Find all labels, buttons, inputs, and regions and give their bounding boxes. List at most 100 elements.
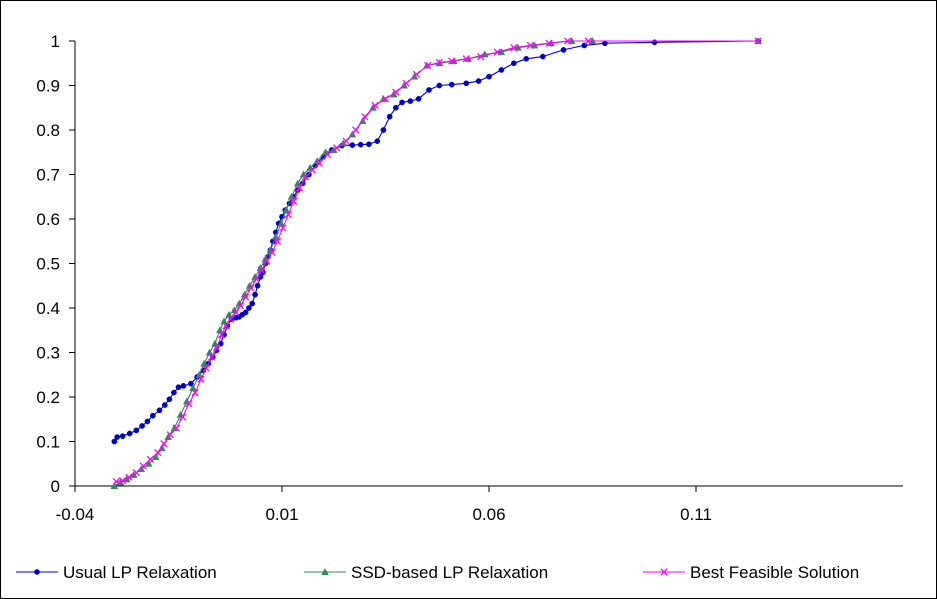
series-3 (112, 37, 762, 486)
data-point (424, 61, 432, 70)
data-point (523, 55, 530, 62)
data-point (361, 112, 369, 121)
data-point (462, 55, 470, 63)
data-point (125, 473, 133, 481)
legend-swatch-marker (660, 568, 668, 576)
legend-item: SSD-based LP Relaxation (304, 563, 548, 582)
data-point (510, 44, 518, 52)
data-point (175, 384, 182, 391)
data-point (119, 433, 126, 440)
data-point (126, 430, 133, 437)
data-point (493, 48, 501, 56)
data-point (323, 150, 332, 159)
data-point (306, 171, 312, 178)
series-line (116, 40, 759, 483)
data-point (381, 95, 390, 103)
y-tick-label: 1 (51, 32, 60, 51)
legend-swatch-marker (321, 568, 329, 575)
data-point (254, 282, 261, 289)
y-tick-label: 0.8 (36, 121, 60, 140)
data-point (560, 47, 567, 53)
data-point (374, 138, 381, 144)
x-tick-label: 0.06 (472, 505, 505, 524)
data-point (399, 99, 405, 106)
data-point (273, 237, 282, 245)
data-point (392, 88, 400, 96)
data-point (236, 302, 245, 310)
data-point (380, 127, 387, 133)
data-point (191, 388, 199, 397)
data-point (151, 453, 160, 461)
data-point (133, 427, 140, 434)
legend-item: Best Feasible Solution (643, 563, 859, 582)
data-point (156, 407, 163, 414)
y-tick-label: 0 (51, 477, 60, 496)
y-tick-label: 0.1 (36, 433, 60, 452)
series-1 (111, 38, 761, 445)
data-point (180, 383, 187, 389)
y-tick-label: 0.7 (36, 166, 60, 185)
data-point (263, 257, 271, 265)
data-point (475, 78, 482, 84)
data-point (545, 39, 553, 47)
data-point (252, 275, 260, 283)
data-point (231, 308, 240, 317)
data-point (301, 173, 310, 181)
data-point (584, 37, 593, 45)
data-point (498, 67, 505, 73)
legend: Usual LP Relaxation SSD-based LP Relaxati… (16, 563, 859, 582)
data-point (526, 41, 535, 50)
data-point (268, 248, 276, 257)
data-point (246, 305, 252, 311)
data-point (415, 96, 422, 102)
data-point (222, 322, 230, 330)
data-point (564, 37, 572, 45)
series-line (114, 40, 759, 487)
y-tick-label: 0.2 (36, 388, 60, 407)
data-point (112, 477, 121, 486)
x-tick-label: 0.01 (265, 505, 298, 524)
data-point (366, 141, 372, 148)
data-point (436, 82, 443, 89)
data-point (342, 137, 350, 145)
data-point (227, 315, 235, 323)
data-point (289, 197, 298, 205)
data-point (448, 57, 456, 65)
x-tick-label: -0.04 (56, 505, 95, 524)
data-point (295, 184, 304, 192)
data-point (149, 412, 156, 419)
data-point (114, 434, 121, 440)
data-point (212, 344, 221, 352)
data-point (146, 455, 155, 463)
data-point (463, 80, 470, 87)
data-point (539, 53, 546, 60)
data-point (202, 364, 210, 372)
data-point (357, 141, 364, 148)
data-point (754, 37, 762, 45)
series-2 (110, 37, 762, 489)
x-tick-label: 0.11 (680, 505, 712, 524)
data-point (161, 402, 168, 408)
data-point (426, 87, 432, 93)
data-point (477, 52, 485, 61)
data-point (435, 58, 443, 67)
data-point (166, 431, 174, 439)
data-point (412, 70, 421, 79)
data-point (402, 79, 410, 87)
data-point (252, 291, 258, 298)
data-point (510, 60, 517, 67)
data-point (188, 380, 194, 387)
data-point (407, 98, 414, 104)
y-tick-label: 0.9 (36, 77, 60, 96)
data-point (154, 448, 162, 457)
data-point (308, 166, 316, 174)
data-point (207, 353, 216, 361)
legend-item: Usual LP Relaxation (16, 563, 217, 582)
data-point (386, 113, 393, 120)
data-point (144, 459, 153, 467)
legend-swatch-marker (34, 569, 40, 575)
data-point (284, 210, 292, 219)
data-point (242, 309, 249, 316)
